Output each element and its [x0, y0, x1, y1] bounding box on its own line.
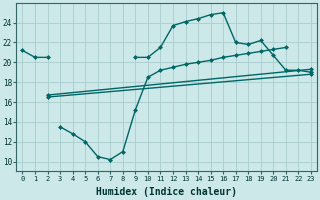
X-axis label: Humidex (Indice chaleur): Humidex (Indice chaleur)	[96, 187, 237, 197]
